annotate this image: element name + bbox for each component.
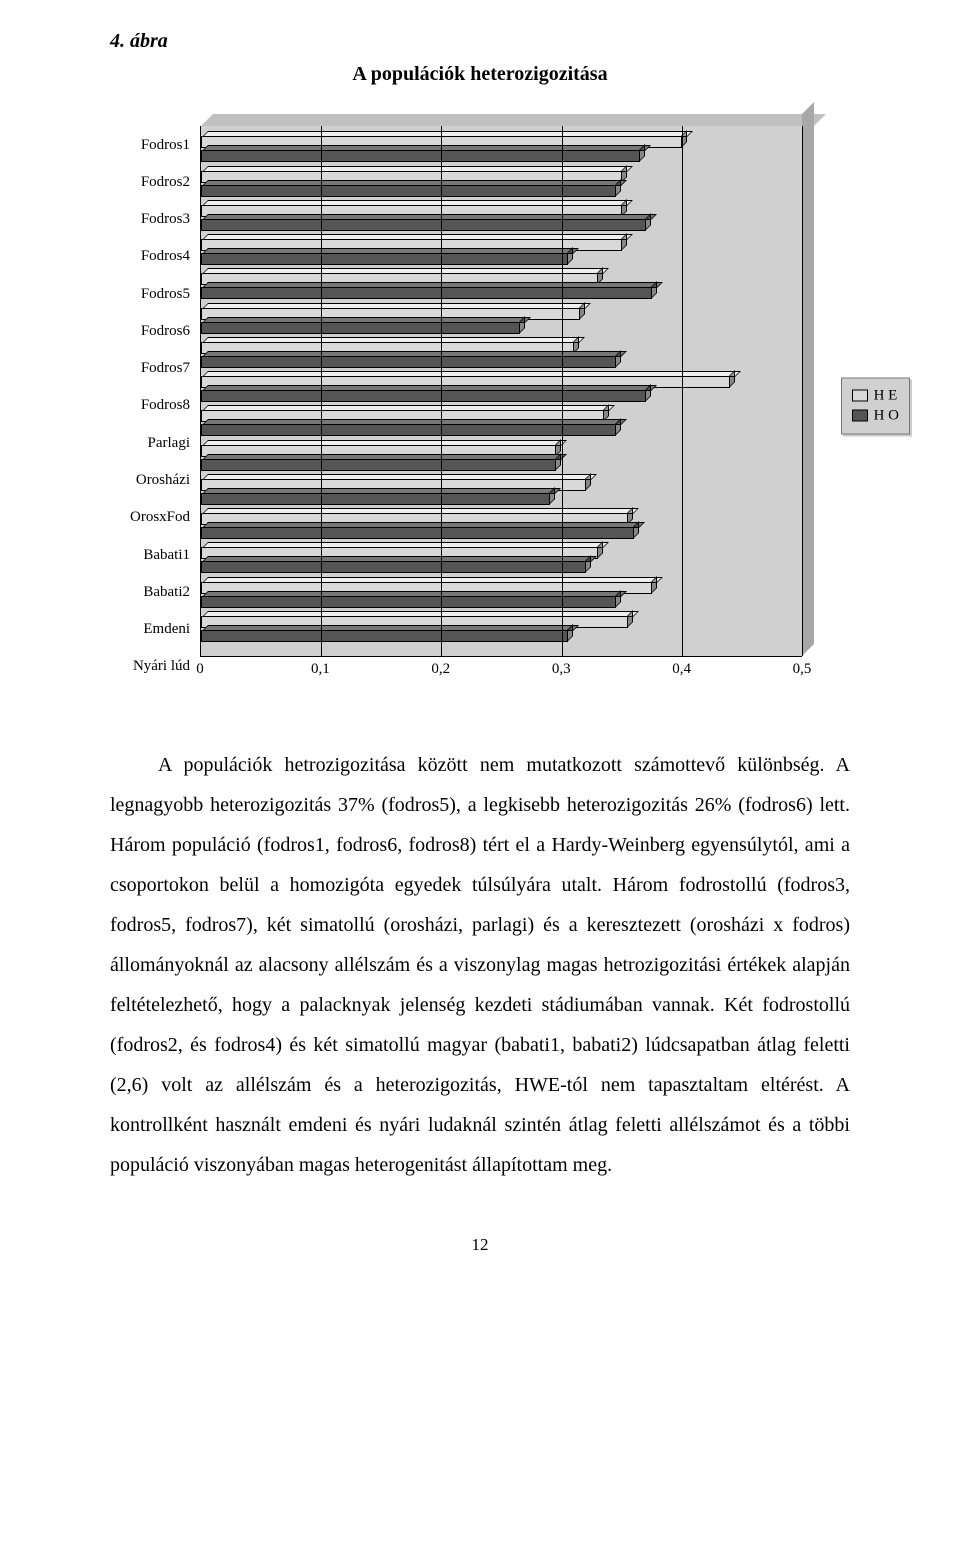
body-paragraph: A populációk hetrozigozitása között nem … xyxy=(110,745,850,1185)
bar-ho xyxy=(201,185,616,197)
bar-ho xyxy=(201,527,634,539)
bar-ho xyxy=(201,219,646,231)
bar-ho xyxy=(201,561,586,573)
bar-pair xyxy=(201,376,802,406)
legend: H E H O xyxy=(841,377,910,434)
x-tick: 0,5 xyxy=(793,661,812,678)
y-label: Parlagi xyxy=(130,426,190,460)
x-tick: 0,2 xyxy=(431,661,450,678)
y-label: Fodros4 xyxy=(130,239,190,273)
y-label: Babati1 xyxy=(130,538,190,572)
bar-ho xyxy=(201,390,646,402)
y-label: Fodros2 xyxy=(130,165,190,199)
bar-ho xyxy=(201,424,616,436)
y-axis-labels: Fodros1Fodros2Fodros3Fodros4Fodros5Fodro… xyxy=(130,126,200,685)
y-label: Fodros1 xyxy=(130,128,190,162)
y-label: Fodros8 xyxy=(130,388,190,422)
y-label: Fodros6 xyxy=(130,314,190,348)
bar-ho xyxy=(201,596,616,608)
bar-pair xyxy=(201,239,802,269)
y-label: Fodros7 xyxy=(130,351,190,385)
bar-ho xyxy=(201,356,616,368)
bar-pair xyxy=(201,445,802,475)
y-label: Fodros3 xyxy=(130,202,190,236)
figure-title: A populációk heterozigozitása xyxy=(110,63,850,86)
bar-ho xyxy=(201,630,568,642)
y-label: Orosházi xyxy=(130,463,190,497)
page-number: 12 xyxy=(110,1235,850,1255)
chart: Fodros1Fodros2Fodros3Fodros4Fodros5Fodro… xyxy=(130,126,830,685)
bar-pair xyxy=(201,308,802,338)
bar-pair xyxy=(201,136,802,166)
plot-area xyxy=(200,126,802,657)
bar-pair xyxy=(201,513,802,543)
x-tick: 0,1 xyxy=(311,661,330,678)
bar-pair xyxy=(201,205,802,235)
legend-label-he: H E xyxy=(874,387,898,404)
bar-pair xyxy=(201,342,802,372)
bar-ho xyxy=(201,493,550,505)
x-tick: 0,4 xyxy=(672,661,691,678)
bar-ho xyxy=(201,287,652,299)
x-tick: 0 xyxy=(196,661,204,678)
y-label: Fodros5 xyxy=(130,277,190,311)
x-axis-ticks: 00,10,20,30,40,5 xyxy=(200,661,802,685)
bar-ho xyxy=(201,253,568,265)
bar-pair xyxy=(201,582,802,612)
y-label: Emdeni xyxy=(130,612,190,646)
bar-pair xyxy=(201,171,802,201)
bar-pair xyxy=(201,616,802,646)
legend-label-ho: H O xyxy=(874,407,899,424)
legend-swatch-he xyxy=(852,390,868,402)
x-tick: 0,3 xyxy=(552,661,571,678)
y-label: Nyári lúd xyxy=(130,649,190,683)
bar-ho xyxy=(201,322,520,334)
bar-ho xyxy=(201,459,556,471)
bar-pair xyxy=(201,273,802,303)
y-label: OrosxFod xyxy=(130,500,190,534)
bar-pair xyxy=(201,479,802,509)
bar-pair xyxy=(201,410,802,440)
figure-number: 4. ábra xyxy=(110,30,850,53)
legend-swatch-ho xyxy=(852,410,868,422)
bar-ho xyxy=(201,150,640,162)
y-label: Babati2 xyxy=(130,575,190,609)
bar-pair xyxy=(201,547,802,577)
